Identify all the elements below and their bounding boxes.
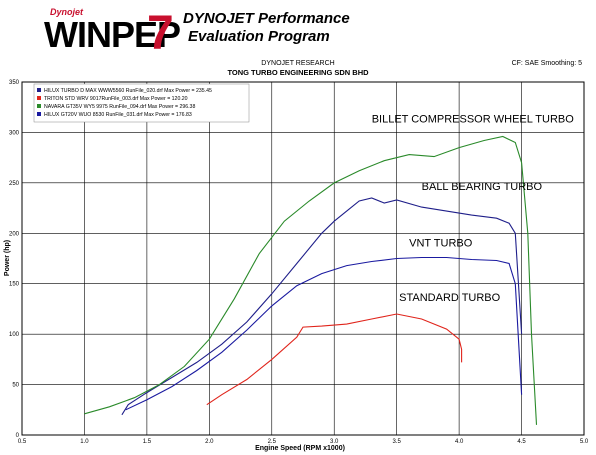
legend-entry-3: NAVARA GT35V WY5 9975 RunFile_094.drf Ma…: [44, 104, 195, 110]
y-tick-label: 50: [12, 383, 19, 389]
plot-area: [21, 81, 585, 436]
y-tick-label: 350: [9, 80, 20, 86]
x-tick-label: 0.5: [18, 439, 27, 445]
legend-box: [33, 83, 250, 123]
y-tick-label: 0: [16, 433, 20, 439]
winpep-logo: Dynojet WINPEP 7 DYNOJET Performance Eva…: [0, 0, 596, 60]
legend-swatch-1: [37, 88, 41, 92]
y-tick-label: 300: [9, 130, 20, 136]
legend-swatch-2: [37, 96, 41, 100]
y-tick-label: 150: [9, 282, 20, 288]
correction-factor-label: CF: SAE Smoothing: 5: [511, 60, 582, 67]
winpep-version-seven: 7: [147, 7, 174, 60]
x-tick-label: 1.0: [80, 439, 89, 445]
headline-line-2: Evaluation Program: [188, 28, 330, 45]
x-tick-label: 2.5: [268, 439, 277, 445]
x-tick-label: 4.0: [455, 439, 464, 445]
y-tick-label: 250: [9, 181, 20, 187]
series-line-1: [121, 197, 523, 416]
x-tick-label: 2.0: [205, 439, 214, 445]
legend-entry-4: HILUX GT20V WUO 8530 RunFile_031.drf Max…: [44, 112, 192, 118]
legend-entry-1: HILUX TURBO D MAX WWW5560 RunFile_020.dr…: [44, 88, 212, 94]
y-tick-label: 100: [9, 332, 20, 338]
research-label: DYNOJET RESEARCH: [261, 60, 335, 67]
x-tick-label: 3.5: [392, 439, 401, 445]
x-axis-label: Engine Speed (RPM x1000): [255, 445, 345, 452]
dynojet-small-logo-text: Dynojet: [50, 7, 84, 17]
y-tick-label: 200: [9, 231, 20, 237]
curve-annotation-4: STANDARD TURBO: [399, 292, 500, 304]
x-tick-label: 3.0: [330, 439, 339, 445]
chart-title: TONG TURBO ENGINEERING SDN BHD: [227, 68, 369, 77]
x-tick-label: 4.5: [517, 439, 526, 445]
legend-entry-2: TRITON STD WRV 9017RunFile_003.drf Max P…: [44, 96, 188, 102]
curve-annotation-3: VNT TURBO: [409, 237, 473, 249]
legend-swatch-3: [37, 104, 41, 108]
curve-annotation-2: BALL BEARING TURBO: [422, 181, 543, 193]
winpep-logo-text: WINPEP: [44, 14, 181, 55]
headline-line-1: DYNOJET Performance: [183, 10, 350, 27]
y-axis-label: Power (hp): [4, 240, 11, 276]
series-line-4: [125, 256, 523, 411]
x-tick-label: 1.5: [143, 439, 152, 445]
x-tick-label: 5.0: [580, 439, 589, 445]
curve-annotation-1: BILLET COMPRESSOR WHEEL TURBO: [372, 113, 575, 125]
series-line-2: [206, 313, 463, 406]
series-line-3: [84, 135, 538, 425]
legend-swatch-4: [37, 112, 41, 116]
